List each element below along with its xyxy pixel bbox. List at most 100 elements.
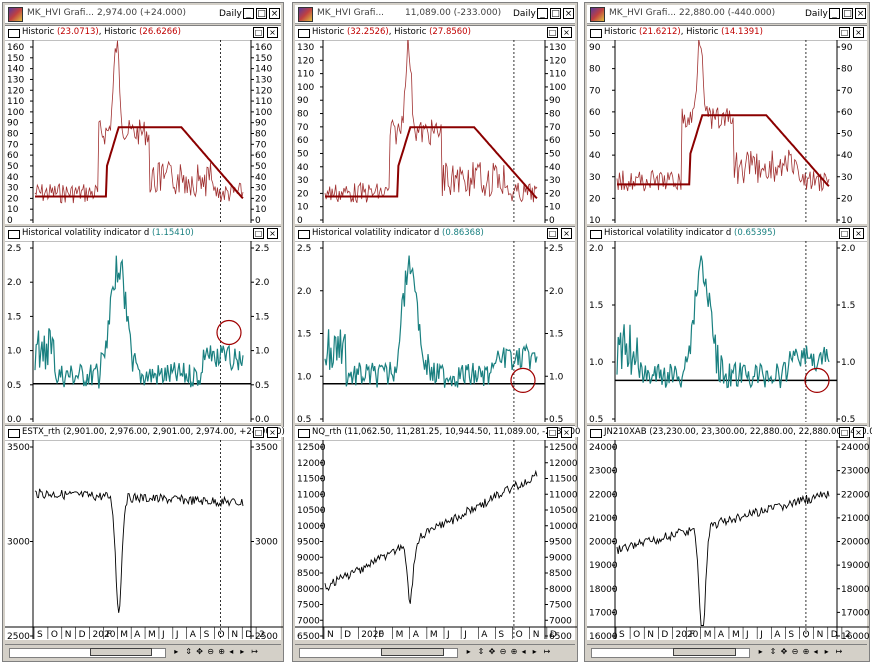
pane-icon [8,230,20,239]
chart-tool-button[interactable]: ▸ [174,647,179,656]
chart-pane-3[interactable]: JN210XAB (23,230.00, 23,300.00, 22,880.0… [587,425,872,640]
pane-maximize-button[interactable]: □ [547,427,558,438]
chart-tool-button[interactable]: ▸ [466,647,471,656]
pane-close-button[interactable]: × [561,228,572,239]
scroll-track[interactable] [591,648,751,658]
y-tick-right: 100 [549,83,566,93]
chart-tool-button[interactable]: ⊕ [218,647,225,656]
app-icon [298,7,313,22]
chart-tool-button[interactable]: ↦ [251,647,258,656]
chart-tool-button[interactable]: ⊖ [207,647,214,656]
pane-close-button[interactable]: × [267,427,278,438]
pane-close-button[interactable]: × [561,427,572,438]
chart-canvas[interactable]: 12500 12500 12000 12000 11500 11500 11000 11000… [295,440,577,639]
chart-tool-button[interactable]: ⇕ [477,647,485,656]
pane-maximize-button[interactable]: □ [547,27,558,38]
chart-tool-button[interactable]: ▸ [532,647,537,656]
close-button[interactable]: × [563,8,574,19]
pane-close-button[interactable]: × [853,427,864,438]
pane-label: Historic (21.6212), Historic (14.1391) [604,27,763,37]
historic-series-thick [325,126,538,199]
chart-tool-button[interactable]: ⇕ [185,647,192,656]
y-tick-right: 16000 [841,632,869,639]
y-tick-left: 40 [589,151,601,161]
pane-close-button[interactable]: × [853,27,864,38]
minimize-button[interactable]: _ [537,8,548,19]
chart-canvas[interactable]: 2.5 2.5 2.0 2.0 1.5 1.5 1.0 1.0 0.5 0.5 0.0 0.0 [5,241,283,422]
minimize-button[interactable]: _ [243,8,254,19]
pane-maximize-button[interactable]: □ [253,427,264,438]
close-button[interactable]: × [269,8,280,19]
x-tick-month: A [190,630,197,639]
y-tick-right: 30 [841,173,853,183]
chart-tool-button[interactable]: ✥ [780,647,788,656]
pane-maximize-button[interactable]: □ [253,228,264,239]
y-tick-left: 2.0 [589,244,604,254]
chart-pane-1[interactable]: Historic (23.0713), Historic (26.6266) □ ×… [5,25,281,224]
chart-tool-button[interactable]: ⊕ [510,647,518,656]
pane-maximize-button[interactable]: □ [547,228,558,239]
minimize-button[interactable]: _ [829,8,840,19]
chart-tool-button[interactable]: ▸ [824,647,829,656]
pane-close-button[interactable]: × [267,228,278,239]
window-title-bar[interactable]: MK_HVI Grafi... 2,974.00 (+24.000) Daily _ □… [5,5,281,24]
y-tick-right: 11500 [549,475,577,485]
chart-tool-button[interactable]: ⊕ [802,647,810,656]
window-title: MK_HVI Grafi... [609,8,677,18]
scroll-thumb[interactable] [672,648,736,656]
maximize-button[interactable]: □ [550,8,561,19]
y-tick-left: 20000 [589,538,618,548]
chart-tool-button[interactable]: ✥ [488,647,496,656]
scroll-track[interactable] [299,648,459,658]
chart-tool-button[interactable]: ◂ [813,647,818,656]
chart-pane-2[interactable]: Historical volatility indicator d (0.863… [295,226,575,423]
y-tick-right: 21000 [841,514,869,524]
pane-maximize-button[interactable]: □ [839,427,850,438]
chart-pane-2[interactable]: Historical volatility indicator d (1.154… [5,226,281,423]
chart-tool-button[interactable]: ◂ [521,647,526,656]
chart-tool-button[interactable]: ⇕ [769,647,777,656]
chart-pane-3[interactable]: NQ_rth (11,062.50, 11,281.25, 10,944.50,… [295,425,581,640]
scroll-track[interactable] [9,648,167,658]
chart-tool-button[interactable]: ▸ [240,647,245,656]
chart-tool-button[interactable]: ⊖ [499,647,507,656]
chart-pane-3[interactable]: ESTX_rth (2,901.00, 2,976.00, 2,901.00, … [5,425,285,640]
scroll-thumb[interactable] [89,648,152,656]
pane-maximize-button[interactable]: □ [839,228,850,239]
chart-scrollbar[interactable]: ▸ ⇕ ✥ ⊖ ⊕ ◂ ▸ ↦ [5,644,281,659]
window-title-bar[interactable]: MK_HVI Grafi... 11,089.00 (-233.000) Daily… [295,5,575,24]
y-tick-left: 7000 [297,616,320,626]
chart-canvas[interactable]: 2.5 2.5 2.0 2.0 1.5 1.5 1.0 1.0 0.5 0.5 [295,241,577,422]
chart-tool-button[interactable]: ↦ [835,647,843,656]
chart-canvas[interactable]: 90 90 80 80 70 70 60 60 50 50 40 40 30 30 20 20 10 10 [587,40,869,223]
chart-tool-button[interactable]: ◂ [229,647,234,656]
x-tick-month: F [106,630,111,639]
chart-scrollbar[interactable]: ▸ ⇕ ✥ ⊖ ⊕ ◂ ▸ ↦ [587,644,867,659]
pane-close-button[interactable]: × [853,228,864,239]
maximize-button[interactable]: □ [256,8,267,19]
chart-tool-button[interactable]: ⊖ [791,647,799,656]
chart-scrollbar[interactable]: ▸ ⇕ ✥ ⊖ ⊕ ◂ ▸ ↦ [295,644,575,659]
pane-maximize-button[interactable]: □ [839,27,850,38]
y-tick-right: 19000 [841,561,869,571]
maximize-button[interactable]: □ [842,8,853,19]
window-title-bar[interactable]: MK_HVI Grafi... 22,880.00 (-440.000) Daily… [587,5,867,24]
chart-pane-1[interactable]: Historic (32.2526), Historic (27.8560) □ ×… [295,25,575,224]
pane-maximize-button[interactable]: □ [253,27,264,38]
pane-close-button[interactable]: × [267,27,278,38]
chart-canvas[interactable]: 2.0 2.0 1.5 1.5 1.0 1.0 0.5 0.5 [587,241,869,422]
chart-tool-button[interactable]: ▸ [758,647,763,656]
scroll-thumb[interactable] [380,648,444,656]
chart-tool-button[interactable]: ↦ [543,647,551,656]
y-tick-right: 22000 [841,490,869,500]
chart-canvas[interactable]: 24000 24000 23000 23000 22000 22000 21000 21000… [587,440,869,639]
pane-close-button[interactable]: × [561,27,572,38]
chart-pane-2[interactable]: Historical volatility indicator d (0.653… [587,226,867,423]
close-button[interactable]: × [855,8,866,19]
chart-pane-1[interactable]: Historic (21.6212), Historic (14.1391) □ ×… [587,25,867,224]
chart-tool-button[interactable]: ✥ [196,647,203,656]
x-tick-month: S [619,630,625,639]
